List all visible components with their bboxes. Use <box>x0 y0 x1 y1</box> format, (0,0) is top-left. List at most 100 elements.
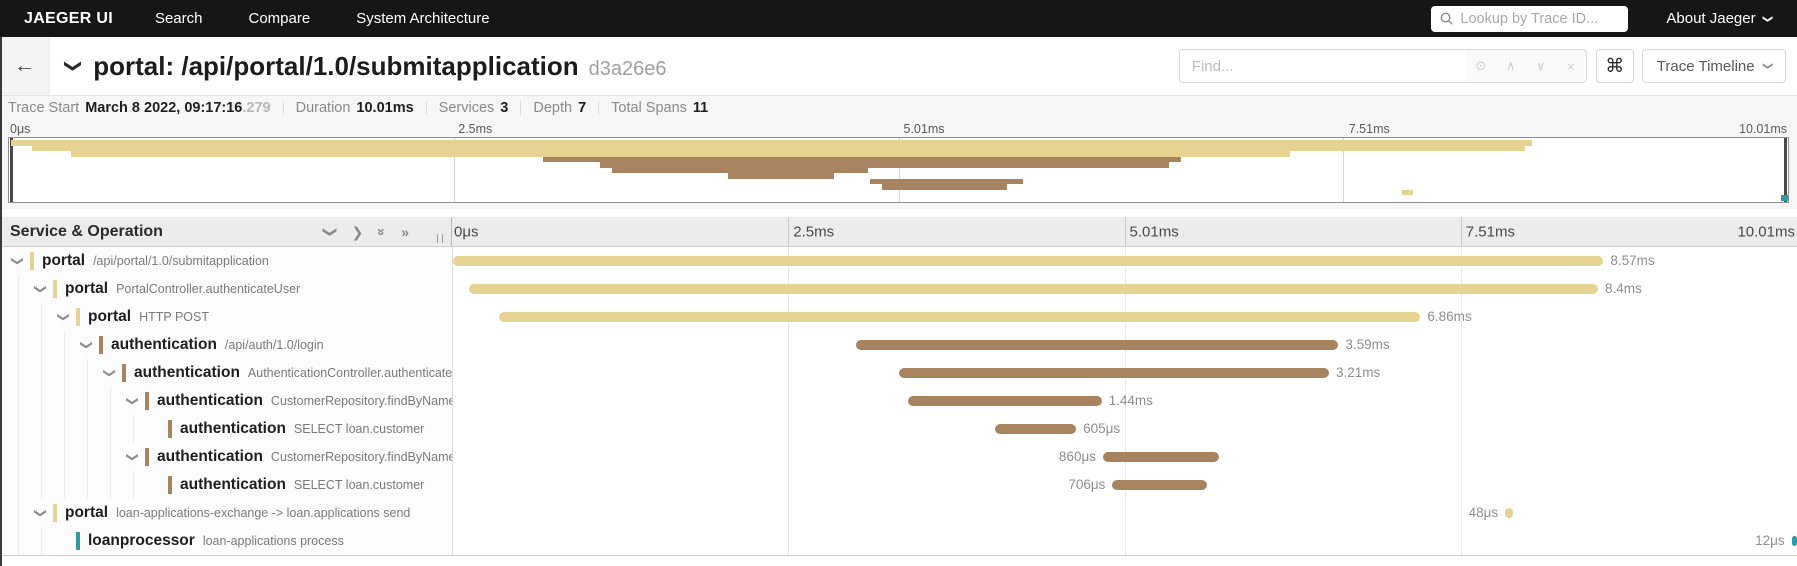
span-bar[interactable] <box>1791 536 1797 546</box>
span-bar[interactable] <box>1112 480 1207 490</box>
service-name: authentication <box>134 364 240 381</box>
span-bar[interactable] <box>469 284 1598 294</box>
span-bar[interactable] <box>855 340 1339 350</box>
minimap-span-bar <box>599 162 1169 168</box>
chevron-down-icon[interactable]: ❯ <box>11 255 25 267</box>
chevron-down-icon[interactable]: ❯ <box>34 283 48 295</box>
indent-guide <box>64 387 65 415</box>
minimap-tick: 0μs <box>10 121 31 136</box>
find-group: ⊙ ∧ ∨ × <box>1178 49 1587 83</box>
trace-header: ← ❯ portal: /api/portal/1.0/submitapplic… <box>0 37 1797 95</box>
duration-label: Duration <box>295 100 351 116</box>
about-jaeger-menu[interactable]: About Jaeger ❯ <box>1666 10 1773 27</box>
timeline-tick-header: 0μs 2.5ms 5.01ms 7.51ms 10.01ms <box>452 217 1797 246</box>
span-bar-cell: 605μs <box>452 415 1797 443</box>
service-name: portal <box>42 252 86 269</box>
next-match-icon[interactable]: ∨ <box>1536 58 1546 73</box>
trace-lookup-input[interactable] <box>1460 10 1620 27</box>
span-duration-label: 6.86ms <box>1427 309 1472 324</box>
span-bar[interactable] <box>907 396 1102 406</box>
chevron-down-icon[interactable]: ❯ <box>103 367 117 379</box>
span-name-cell[interactable]: ❯ portal HTTP POST <box>0 303 452 331</box>
indent-guide <box>41 415 42 443</box>
minimap-tick: 5.01ms <box>903 121 945 136</box>
indent-guide <box>110 387 111 415</box>
span-name-cell[interactable]: ❯ portal /api/portal/1.0/submitapplicati… <box>0 247 452 275</box>
clear-find-icon[interactable]: × <box>1567 58 1575 74</box>
span-name-cell[interactable]: ❯ authentication /api/auth/1.0/login <box>0 331 452 359</box>
indent-guide <box>133 415 134 443</box>
timeline-tick: 5.01ms <box>1129 223 1179 240</box>
prev-match-icon[interactable]: ∧ <box>1506 58 1516 73</box>
chevron-down-icon[interactable]: ❯ <box>126 451 140 463</box>
divider <box>282 101 284 115</box>
collapse-one-chevron-down-icon[interactable]: ❯ <box>322 225 339 238</box>
timeline-tick: 2.5ms <box>793 223 835 240</box>
nav-item-compare[interactable]: Compare <box>248 10 311 27</box>
nav-item-system-architecture[interactable]: System Architecture <box>356 10 490 27</box>
span-name-cell[interactable]: ❯ portal PortalController.authenticateUs… <box>0 275 452 303</box>
focus-match-icon[interactable]: ⊙ <box>1475 58 1487 73</box>
span-name-cell[interactable]: authentication SELECT loan.customer <box>0 471 452 499</box>
indent-guide <box>41 527 42 555</box>
minimap-gridline <box>1343 138 1345 202</box>
divider <box>598 101 600 115</box>
total-spans-label: Total Spans <box>611 100 687 116</box>
minimap-right-scrubber-handle[interactable] <box>1784 138 1787 202</box>
minimap-span-bar <box>1401 189 1413 195</box>
minimap-gridline <box>898 138 900 202</box>
span-bar[interactable] <box>1102 452 1219 462</box>
span-name-cell[interactable]: loanprocessor loan-applications process <box>0 527 452 555</box>
span-duration-label: 8.4ms <box>1604 281 1642 296</box>
trace-view-select[interactable]: Trace Timeline ❯ <box>1641 49 1786 83</box>
span-bar-cell: 8.57ms <box>452 247 1797 275</box>
expand-one-chevron-right-icon[interactable]: ❯ <box>351 223 364 240</box>
minimap-left-scrubber-handle[interactable] <box>10 138 13 202</box>
span-name-cell[interactable]: ❯ authentication CustomerRepository.find… <box>0 387 452 415</box>
span-bar-cell: 48μs <box>452 499 1797 527</box>
span-name-cell[interactable]: ❯ portal loan-applications-exchange -> l… <box>0 499 452 527</box>
span-name-cell[interactable]: ❯ authentication AuthenticationControlle… <box>0 359 452 387</box>
indent-guide <box>87 387 88 415</box>
trace-minimap: 0μs 2.5ms 5.01ms 7.51ms 10.01ms <box>0 120 1797 209</box>
app-logo[interactable]: JAEGER UI <box>24 9 113 27</box>
span-bar[interactable] <box>453 256 1604 266</box>
column-resize-grip[interactable] <box>437 234 443 243</box>
collapse-trace-chevron-down-icon[interactable]: ❯ <box>64 58 84 74</box>
divider <box>425 101 427 115</box>
nav-item-search[interactable]: Search <box>154 10 203 27</box>
span-row: ❯ portal HTTP POST 6.86ms <box>0 303 1797 331</box>
back-button[interactable]: ← <box>0 37 50 95</box>
chevron-down-icon[interactable]: ❯ <box>57 311 71 323</box>
keyboard-shortcuts-button[interactable]: ⌘ <box>1595 49 1634 83</box>
expand-all-double-chevron-right-icon[interactable]: » <box>401 223 409 240</box>
divider <box>520 101 522 115</box>
timeline-gridline <box>1124 217 1126 246</box>
chevron-down-icon[interactable]: ❯ <box>34 507 48 519</box>
operation-name: CustomerRepository.findByName <box>270 450 452 464</box>
indent-guide <box>41 471 42 499</box>
caret-down-icon: ❯ <box>1761 14 1773 23</box>
span-bar[interactable] <box>499 312 1421 322</box>
span-bar[interactable] <box>995 424 1077 434</box>
indent-guide <box>18 415 19 443</box>
span-bar[interactable] <box>898 368 1329 378</box>
depth-label: Depth <box>533 100 573 116</box>
span-duration-label: 1.44ms <box>1108 393 1153 408</box>
collapse-all-double-chevron-down-icon[interactable]: » <box>374 227 391 236</box>
minimap-canvas[interactable] <box>8 137 1789 203</box>
indent-guide <box>18 527 19 555</box>
minimap-span-bar <box>10 140 1532 146</box>
indent-guide <box>41 443 42 471</box>
service-color-swatch <box>145 448 149 466</box>
span-name-cell[interactable]: ❯ authentication CustomerRepository.find… <box>0 443 452 471</box>
timeline-tick: 10.01ms <box>1737 223 1795 240</box>
chevron-down-icon[interactable]: ❯ <box>126 395 140 407</box>
span-bar[interactable] <box>1505 508 1514 518</box>
span-name-cell[interactable]: authentication SELECT loan.customer <box>0 415 452 443</box>
chevron-down-icon[interactable]: ❯ <box>80 339 94 351</box>
span-bar-cell: 706μs <box>452 471 1797 499</box>
find-input[interactable] <box>1179 50 1466 82</box>
timeline-tick: 7.51ms <box>1465 223 1515 240</box>
